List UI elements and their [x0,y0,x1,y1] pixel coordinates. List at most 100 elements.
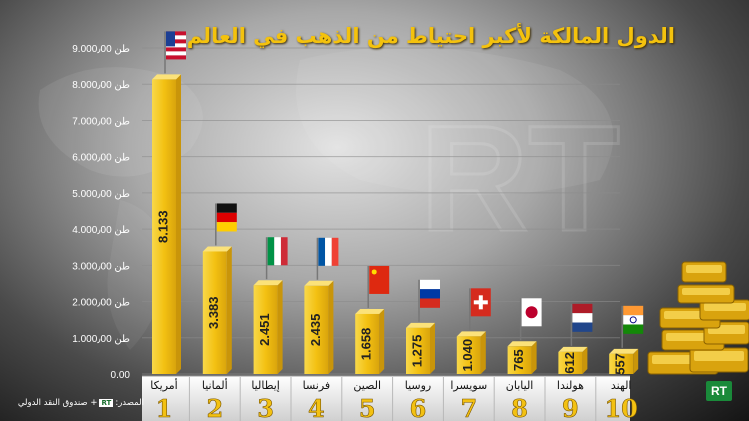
flag-cloth [623,305,644,334]
country-label: اليابان [506,379,534,392]
gold-bar-shine [686,265,722,273]
bar-top [152,74,181,80]
italy-flag-icon [265,237,288,280]
flag-cloth [267,237,288,266]
category-cell: إيطاليا 3 [239,377,280,421]
bar-top [609,348,639,354]
bar-side [226,246,232,374]
source-suffix: + صندوق النقد الدولي [17,398,98,408]
gold-bar-shine [694,351,744,361]
japan-flag-icon [519,298,542,341]
bar-side [430,322,435,374]
bar-value-label: 1.275 [409,335,424,368]
bar [152,79,176,374]
y-tick-label: 3.000٫00 طن [72,261,130,272]
rank-number: 8 [511,394,528,421]
gold-bar-icon [689,347,749,373]
bar-top [558,346,588,352]
bar-value-label: 612 [562,352,577,374]
rank-number: 2 [206,394,223,421]
rank-number: 1 [156,394,173,421]
bar-side [633,348,639,374]
bar-group: 2.451 [253,237,288,374]
bar [202,251,227,374]
bar [355,313,380,374]
source-credit: المصدر:RT+ صندوق النقد الدولي [4,398,144,408]
rank-number: 4 [308,394,325,421]
country-label: سويسرا [450,379,487,392]
bar [304,285,329,374]
country-label: فرنسا [303,379,331,392]
rank-number: 9 [562,394,579,421]
flag-cloth [369,265,390,294]
bar [406,327,430,374]
bar-value-label: 765 [511,349,526,371]
russia-flag-icon [418,279,440,322]
country-label: إيطاليا [251,379,280,392]
bar-value-label: 8.133 [155,210,170,243]
rt-logo: RT [99,399,114,407]
bar-side [379,308,385,374]
gold-bar-icon [677,284,735,304]
bar-side [531,341,537,374]
y-tick-label: 6.000٫00 طن [72,153,130,164]
gold-bar-shine [682,288,730,295]
bar [253,285,278,374]
bar-group: 557 [609,305,644,375]
source-prefix: المصدر: [115,398,144,408]
bar-value-label: 1.040 [460,339,475,372]
bar-group: 1.658 [355,265,390,374]
bar-side [582,346,588,374]
switzerland-flag-icon [469,288,491,331]
us-flag-icon [164,31,186,74]
germany-flag-icon [215,203,237,246]
rank-number: 10 [604,394,637,421]
gold-bars-image [647,261,749,375]
chart-title: الدول المالكة لأكبر احتياط من الذهب في ا… [186,24,675,48]
bar-value-label: 2.435 [308,314,323,347]
rt-watermark-text: RT [420,94,620,262]
gold-bar-shine [704,303,746,311]
netherlands-flag-icon [570,303,593,346]
flag-cloth [216,203,237,232]
bar-group: 3.383 [202,203,237,374]
y-tick-label: 1.000٫00 طن [72,334,130,345]
bar-side [277,280,283,374]
bar-group: 2.435 [304,237,339,374]
y-tick-label: 2.000٫00 طن [72,298,130,309]
flag-cloth [420,279,440,308]
country-label: الصين [353,379,381,392]
country-label: الهند [611,379,632,392]
gold-bar-icon [681,261,727,283]
category-cell: اليابان 8 [493,377,534,421]
bar-value-label: 3.383 [206,296,221,329]
rt-watermark-badge: RT [706,381,732,401]
bar [507,346,532,374]
bar-top [202,246,232,252]
category-cell: الصين 5 [341,377,381,421]
bar-group: 8.133 [152,31,186,374]
category-cell: ألمانيا 2 [188,377,228,421]
bar-side [328,280,334,374]
category-cell: أمريكا 1 [150,378,178,421]
bar-top [406,322,435,328]
country-label: ألمانيا [202,378,228,392]
bar-side [480,331,486,374]
y-tick-label: 4.000٫00 طن [72,225,130,236]
bar-top [507,341,537,347]
country-label: أمريكا [150,378,178,392]
bar-top [253,280,283,286]
rank-number: 7 [460,394,477,421]
bar-group: 765 [507,298,542,374]
bar-side [176,74,181,374]
china-flag-icon [367,265,390,308]
bar [456,336,481,374]
bar [609,353,634,374]
bars: 8.133 3.383 2.451 2.435 1.658 1.275 1.040 765 61… [152,31,644,375]
y-tick-label: 7.000٫00 طن [72,116,130,127]
y-tick-label: 9.000٫00 طن [72,44,130,55]
india-flag-icon [621,305,644,348]
bar-top [355,308,385,314]
france-flag-icon [316,237,339,280]
